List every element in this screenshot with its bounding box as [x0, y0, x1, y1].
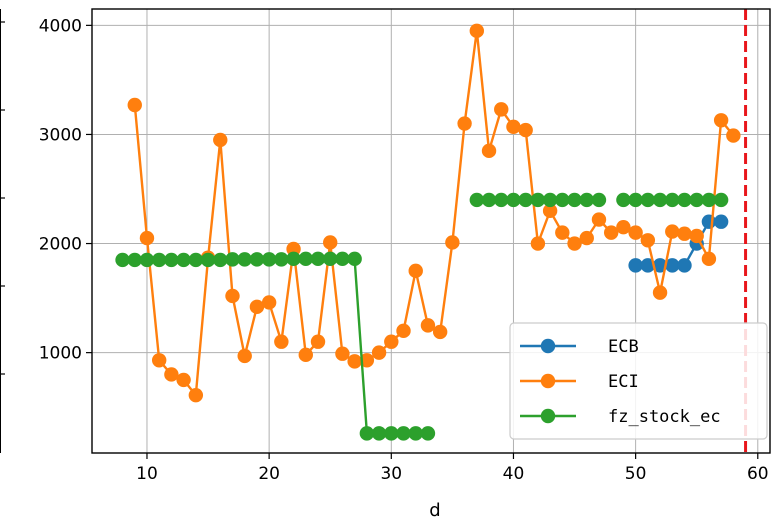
- legend: ECB ECI fz_stock_ec: [510, 323, 767, 439]
- y-tick-label-2: 3000: [39, 125, 82, 145]
- point-ECI-31: [506, 120, 520, 134]
- point-ECI-30: [494, 102, 508, 116]
- legend-swatch-marker-2: [541, 409, 555, 423]
- point-ECI-7: [213, 133, 227, 147]
- point-ECI-38: [592, 212, 606, 226]
- x-tick-label-4: 50: [625, 464, 647, 484]
- point-ECB-7: [714, 215, 728, 229]
- legend-swatch-marker-1: [541, 374, 555, 388]
- point-ECI-23: [409, 264, 423, 278]
- point-ECI-32: [518, 123, 532, 137]
- point-ECI-8: [225, 289, 239, 303]
- point-ECB-4: [677, 258, 691, 272]
- point-ECI-18: [347, 354, 361, 368]
- point-ECI-45: [677, 227, 691, 241]
- y-tick-label-1: 2000: [39, 235, 82, 255]
- point-ECI-2: [152, 353, 166, 367]
- x-axis: 10 20 30 40 50 60: [136, 453, 768, 484]
- point-ECI-43: [653, 285, 667, 299]
- point-ECI-22: [396, 324, 410, 338]
- y-tick-label-3: 4000: [39, 16, 82, 36]
- point-ECI-21: [384, 335, 398, 349]
- point-fz_stock_ec-47: [714, 193, 728, 207]
- point-ECI-5: [189, 388, 203, 402]
- point-ECI-20: [372, 345, 386, 359]
- point-ECI-46: [690, 229, 704, 243]
- point-ECI-12: [274, 335, 288, 349]
- point-ECI-47: [702, 252, 716, 266]
- y-tick-label-0: 1000: [39, 344, 82, 364]
- point-ECI-11: [262, 295, 276, 309]
- point-ECI-37: [580, 231, 594, 245]
- point-ECI-14: [299, 348, 313, 362]
- point-ECI-41: [628, 225, 642, 239]
- point-fz_stock_ec-25: [421, 426, 435, 440]
- point-ECI-33: [531, 236, 545, 250]
- point-ECI-16: [323, 235, 337, 249]
- point-ECI-35: [555, 225, 569, 239]
- point-ECI-25: [433, 325, 447, 339]
- legend-label-1: ECI: [608, 372, 639, 392]
- adjacent-plot-edge: [0, 9, 5, 453]
- x-tick-label-5: 60: [747, 464, 769, 484]
- point-ECI-42: [641, 233, 655, 247]
- point-ECI-4: [176, 373, 190, 387]
- point-ECI-29: [482, 144, 496, 158]
- point-ECI-48: [714, 113, 728, 127]
- point-ECI-17: [335, 347, 349, 361]
- legend-label-2: fz_stock_ec: [608, 407, 721, 427]
- point-ECI-44: [665, 224, 679, 238]
- point-ECI-24: [421, 318, 435, 332]
- point-ECI-49: [726, 128, 740, 142]
- point-ECI-9: [238, 349, 252, 363]
- point-ECI-1: [140, 231, 154, 245]
- x-tick-label-2: 30: [380, 464, 402, 484]
- x-tick-label-0: 10: [136, 464, 158, 484]
- point-fz_stock_ec-37: [592, 193, 606, 207]
- point-fz_stock_ec-19: [347, 252, 361, 266]
- point-ECI-0: [128, 98, 142, 112]
- point-ECI-26: [445, 235, 459, 249]
- legend-swatch-marker-0: [541, 339, 555, 353]
- x-tick-label-3: 40: [503, 464, 525, 484]
- point-ECI-27: [457, 116, 471, 130]
- point-ECI-15: [311, 335, 325, 349]
- point-ECI-10: [250, 300, 264, 314]
- legend-label-0: ECB: [608, 337, 639, 357]
- point-ECI-28: [470, 24, 484, 38]
- x-tick-label-1: 20: [258, 464, 280, 484]
- x-axis-label: d: [429, 500, 440, 521]
- y-axis: 1000 2000 3000 4000: [39, 16, 92, 363]
